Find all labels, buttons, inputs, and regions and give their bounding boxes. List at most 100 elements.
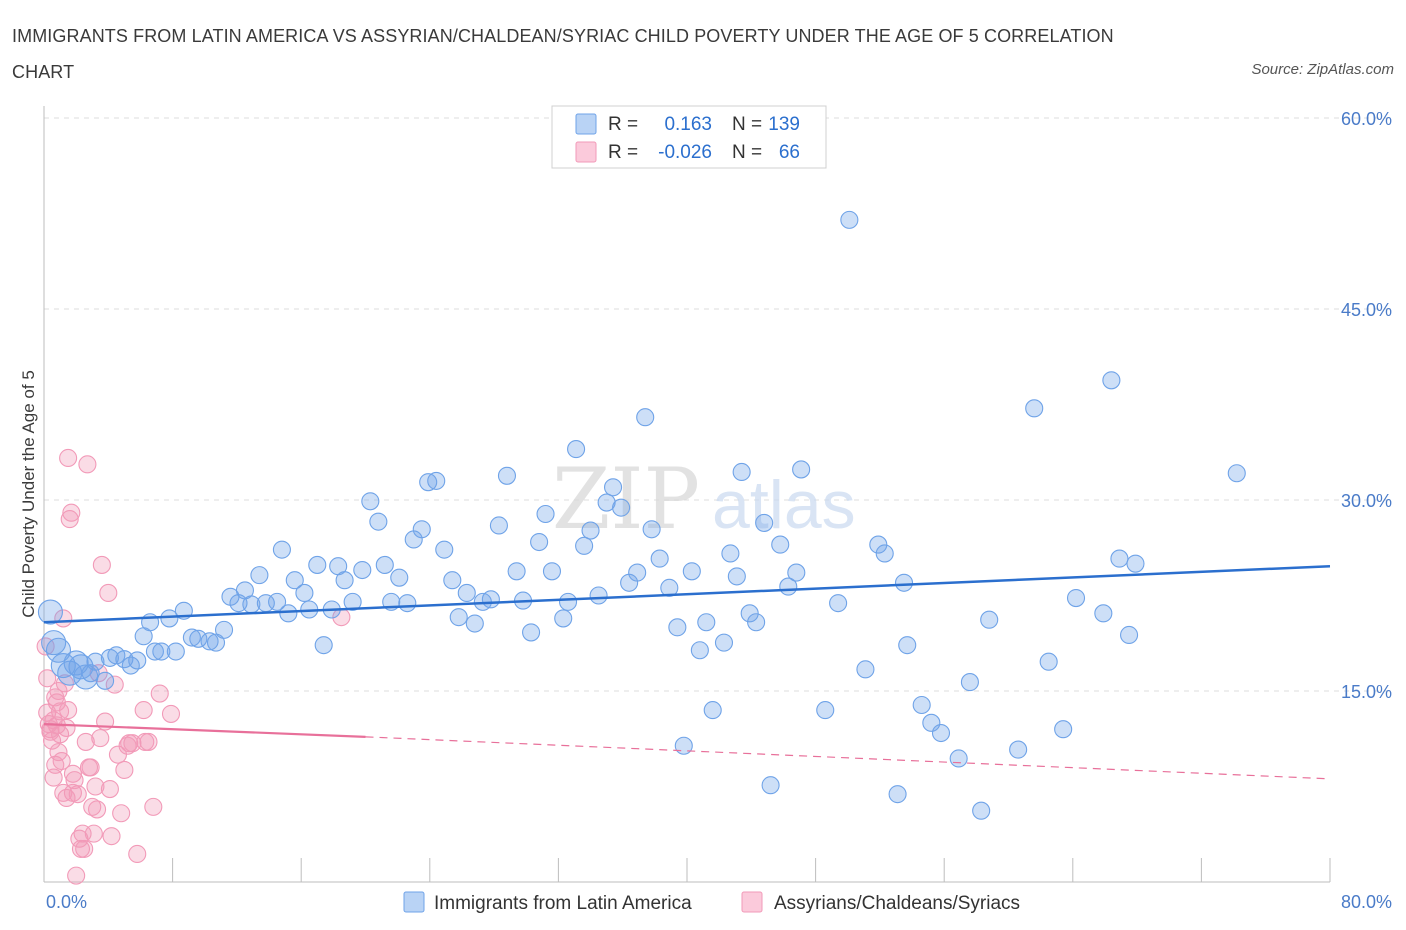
legend-n-value-2: 66 [779, 142, 800, 163]
data-point-assyrian [86, 777, 105, 796]
data-point-assyrian [92, 555, 111, 574]
data-point-latin-america [268, 592, 287, 611]
data-point-assyrian [63, 764, 82, 783]
data-point-assyrian [100, 779, 119, 799]
data-point-assyrian [136, 732, 155, 751]
data-point-latin-america [761, 776, 780, 795]
page-title: IMMIGRANTS FROM LATIN AMERICA VS ASSYRIA… [12, 26, 1114, 82]
data-point-latin-america [96, 671, 115, 690]
data-point-latin-america [682, 562, 701, 581]
data-point-latin-america [875, 544, 894, 563]
data-point-latin-america [703, 701, 722, 720]
legend-r-label-1: R = [608, 114, 638, 135]
legend-n-label-2: N = [732, 142, 762, 163]
data-point-assyrian [75, 839, 94, 858]
data-point-latin-america [449, 608, 468, 627]
data-point-latin-america [727, 567, 746, 586]
data-point-latin-america [575, 536, 594, 555]
data-point-latin-america [869, 535, 888, 554]
data-point-latin-america [642, 520, 661, 539]
axes [43, 106, 1331, 883]
watermark-atlas: atlas [712, 467, 856, 543]
data-point-latin-america [152, 642, 171, 661]
data-point-latin-america [792, 460, 811, 479]
data-point-latin-america [145, 642, 164, 661]
data-point-latin-america [829, 594, 848, 613]
data-point-latin-america [1102, 371, 1121, 390]
data-point-latin-america [335, 571, 354, 590]
data-point-latin-america [427, 471, 446, 490]
legend-r-value-2: -0.026 [658, 142, 712, 163]
data-point-latin-america [628, 563, 647, 582]
data-point-latin-america [86, 652, 105, 671]
data-point-latin-america [250, 566, 269, 585]
data-point-latin-america [787, 563, 806, 582]
y-tick-label: 15.0% [1341, 682, 1392, 702]
data-point-latin-america [888, 785, 907, 804]
data-point-latin-america [894, 573, 914, 592]
data-point-latin-america [1110, 549, 1129, 568]
data-point-latin-america [740, 604, 759, 623]
data-point-latin-america [435, 540, 454, 559]
data-point-latin-america [721, 544, 740, 563]
source-note: Source: ZipAtlas.com [1251, 61, 1394, 78]
data-point-latin-america [972, 801, 991, 820]
data-point-assyrian [59, 448, 78, 468]
data-point-latin-america [1039, 652, 1058, 671]
trend-line-assyrian-extrapolated [365, 736, 1331, 780]
data-point-latin-america [369, 512, 388, 531]
data-point-assyrian [57, 718, 76, 737]
data-point-assyrian [38, 703, 57, 722]
data-point-latin-america [41, 630, 67, 656]
data-point-latin-america [200, 632, 219, 651]
y-axis-title: Child Poverty Under the Age of 5 [19, 370, 38, 618]
data-point-latin-america [398, 594, 417, 613]
data-point-latin-america [960, 673, 979, 692]
data-point-latin-america [353, 560, 372, 580]
series-latin-america-points [37, 133, 1246, 820]
legend-r-value-1: 0.163 [664, 114, 712, 135]
data-point-latin-america [497, 466, 517, 485]
data-point-assyrian [112, 804, 131, 823]
data-point-latin-america [597, 493, 616, 512]
legend-frame [551, 105, 827, 169]
y-tick-label: 60.0% [1341, 109, 1392, 129]
data-point-latin-america [522, 623, 541, 642]
x-tick-label-max: 80.0% [1341, 892, 1392, 912]
data-point-assyrian [78, 455, 97, 474]
data-point-assyrian [60, 510, 79, 529]
data-point-assyrian [91, 729, 110, 748]
data-point-assyrian [115, 760, 134, 779]
data-point-latin-america [166, 642, 185, 661]
y-tick-label: 45.0% [1341, 300, 1392, 320]
bottom-legend-swatch-pink [741, 891, 763, 913]
data-point-latin-america [931, 723, 951, 743]
data-point-latin-america [530, 532, 549, 552]
data-point-assyrian [65, 771, 84, 790]
data-point-latin-america [457, 583, 476, 603]
data-point-assyrian [99, 583, 118, 603]
trend-line-assyrian [43, 723, 366, 738]
bottom-legend-label-1: Immigrants from Latin America [434, 893, 692, 914]
data-point-latin-america [1120, 625, 1139, 645]
legend-r-label-2: R = [608, 142, 638, 163]
data-point-assyrian [68, 785, 87, 804]
legend-box: R = 0.163 N = 139 R = -0.026 N = 66 [551, 105, 827, 169]
watermark: ZIP atlas [552, 450, 856, 548]
data-point-latin-america [214, 620, 234, 639]
data-point-latin-america [898, 636, 917, 655]
data-point-latin-america [912, 695, 931, 715]
legend-n-value-1: 139 [768, 114, 800, 135]
data-point-latin-america [636, 408, 655, 427]
data-point-assyrian [134, 701, 153, 720]
bottom-legend-swatch-blue [403, 891, 425, 913]
data-point-latin-america [714, 633, 734, 652]
bottom-legend-label-2: Assyrians/Chaldeans/Syriacs [774, 893, 1020, 914]
data-point-assyrian [62, 503, 81, 522]
data-point-latin-america [542, 562, 562, 581]
data-point-assyrian [46, 755, 65, 774]
data-point-latin-america [189, 629, 208, 648]
trend-lines [43, 564, 1331, 780]
data-point-latin-america [1126, 554, 1145, 573]
data-point-latin-america [660, 578, 679, 597]
